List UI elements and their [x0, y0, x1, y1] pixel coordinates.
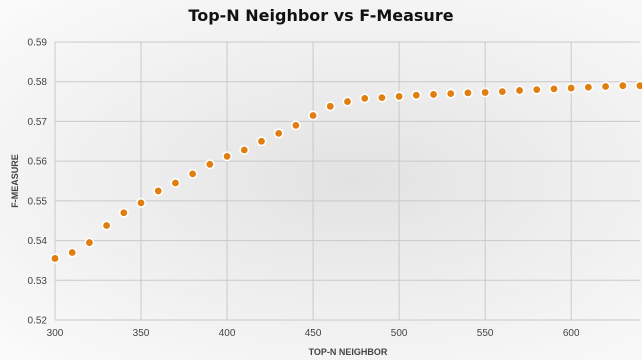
data-point — [273, 128, 284, 139]
data-point — [394, 91, 405, 102]
x-tick-label: 500 — [391, 328, 408, 339]
data-point — [204, 159, 215, 170]
data-point — [635, 80, 642, 91]
data-point — [222, 151, 233, 162]
y-tick-label: 0.53 — [28, 276, 48, 287]
y-tick-label: 0.52 — [28, 316, 48, 327]
data-point — [67, 247, 78, 258]
data-point — [325, 101, 336, 112]
x-tick-label: 450 — [305, 328, 322, 339]
data-point — [514, 85, 525, 96]
data-point — [480, 87, 491, 98]
data-point — [411, 90, 422, 101]
y-tick-label: 0.56 — [28, 157, 48, 168]
data-point — [290, 120, 301, 131]
data-point — [445, 88, 456, 99]
data-point — [462, 87, 473, 98]
data-point — [118, 207, 129, 218]
y-tick-label: 0.54 — [28, 236, 48, 247]
data-point — [187, 168, 198, 179]
data-point — [583, 82, 594, 93]
data-point — [308, 110, 319, 121]
y-tick-label: 0.59 — [28, 38, 48, 49]
data-point — [531, 84, 542, 95]
data-point — [256, 136, 267, 147]
data-point — [170, 177, 181, 188]
y-tick-label: 0.55 — [28, 196, 48, 207]
data-point — [136, 197, 147, 208]
data-point — [153, 185, 164, 196]
x-tick-label: 400 — [219, 328, 236, 339]
x-axis-label: TOP-N NEIGHBOR — [309, 347, 388, 357]
data-point — [49, 253, 60, 264]
data-point — [239, 145, 250, 156]
y-axis-label: F-MEASURE — [10, 154, 20, 208]
data-point — [84, 237, 95, 248]
y-tick-label: 0.58 — [28, 77, 48, 88]
x-tick-label: 300 — [47, 328, 64, 339]
data-point — [548, 83, 559, 94]
x-tick-label: 350 — [133, 328, 150, 339]
data-point — [600, 81, 611, 92]
data-point — [428, 89, 439, 100]
y-tick-label: 0.57 — [28, 117, 48, 128]
data-point — [359, 93, 370, 104]
data-point — [497, 86, 508, 97]
data-point — [376, 92, 387, 103]
x-tick-label: 550 — [477, 328, 494, 339]
data-point — [617, 80, 628, 91]
data-point — [342, 96, 353, 107]
chart-title: Top-N Neighbor vs F-Measure — [188, 6, 454, 25]
data-point — [566, 83, 577, 94]
data-point — [101, 220, 112, 231]
x-tick-label: 600 — [563, 328, 580, 339]
